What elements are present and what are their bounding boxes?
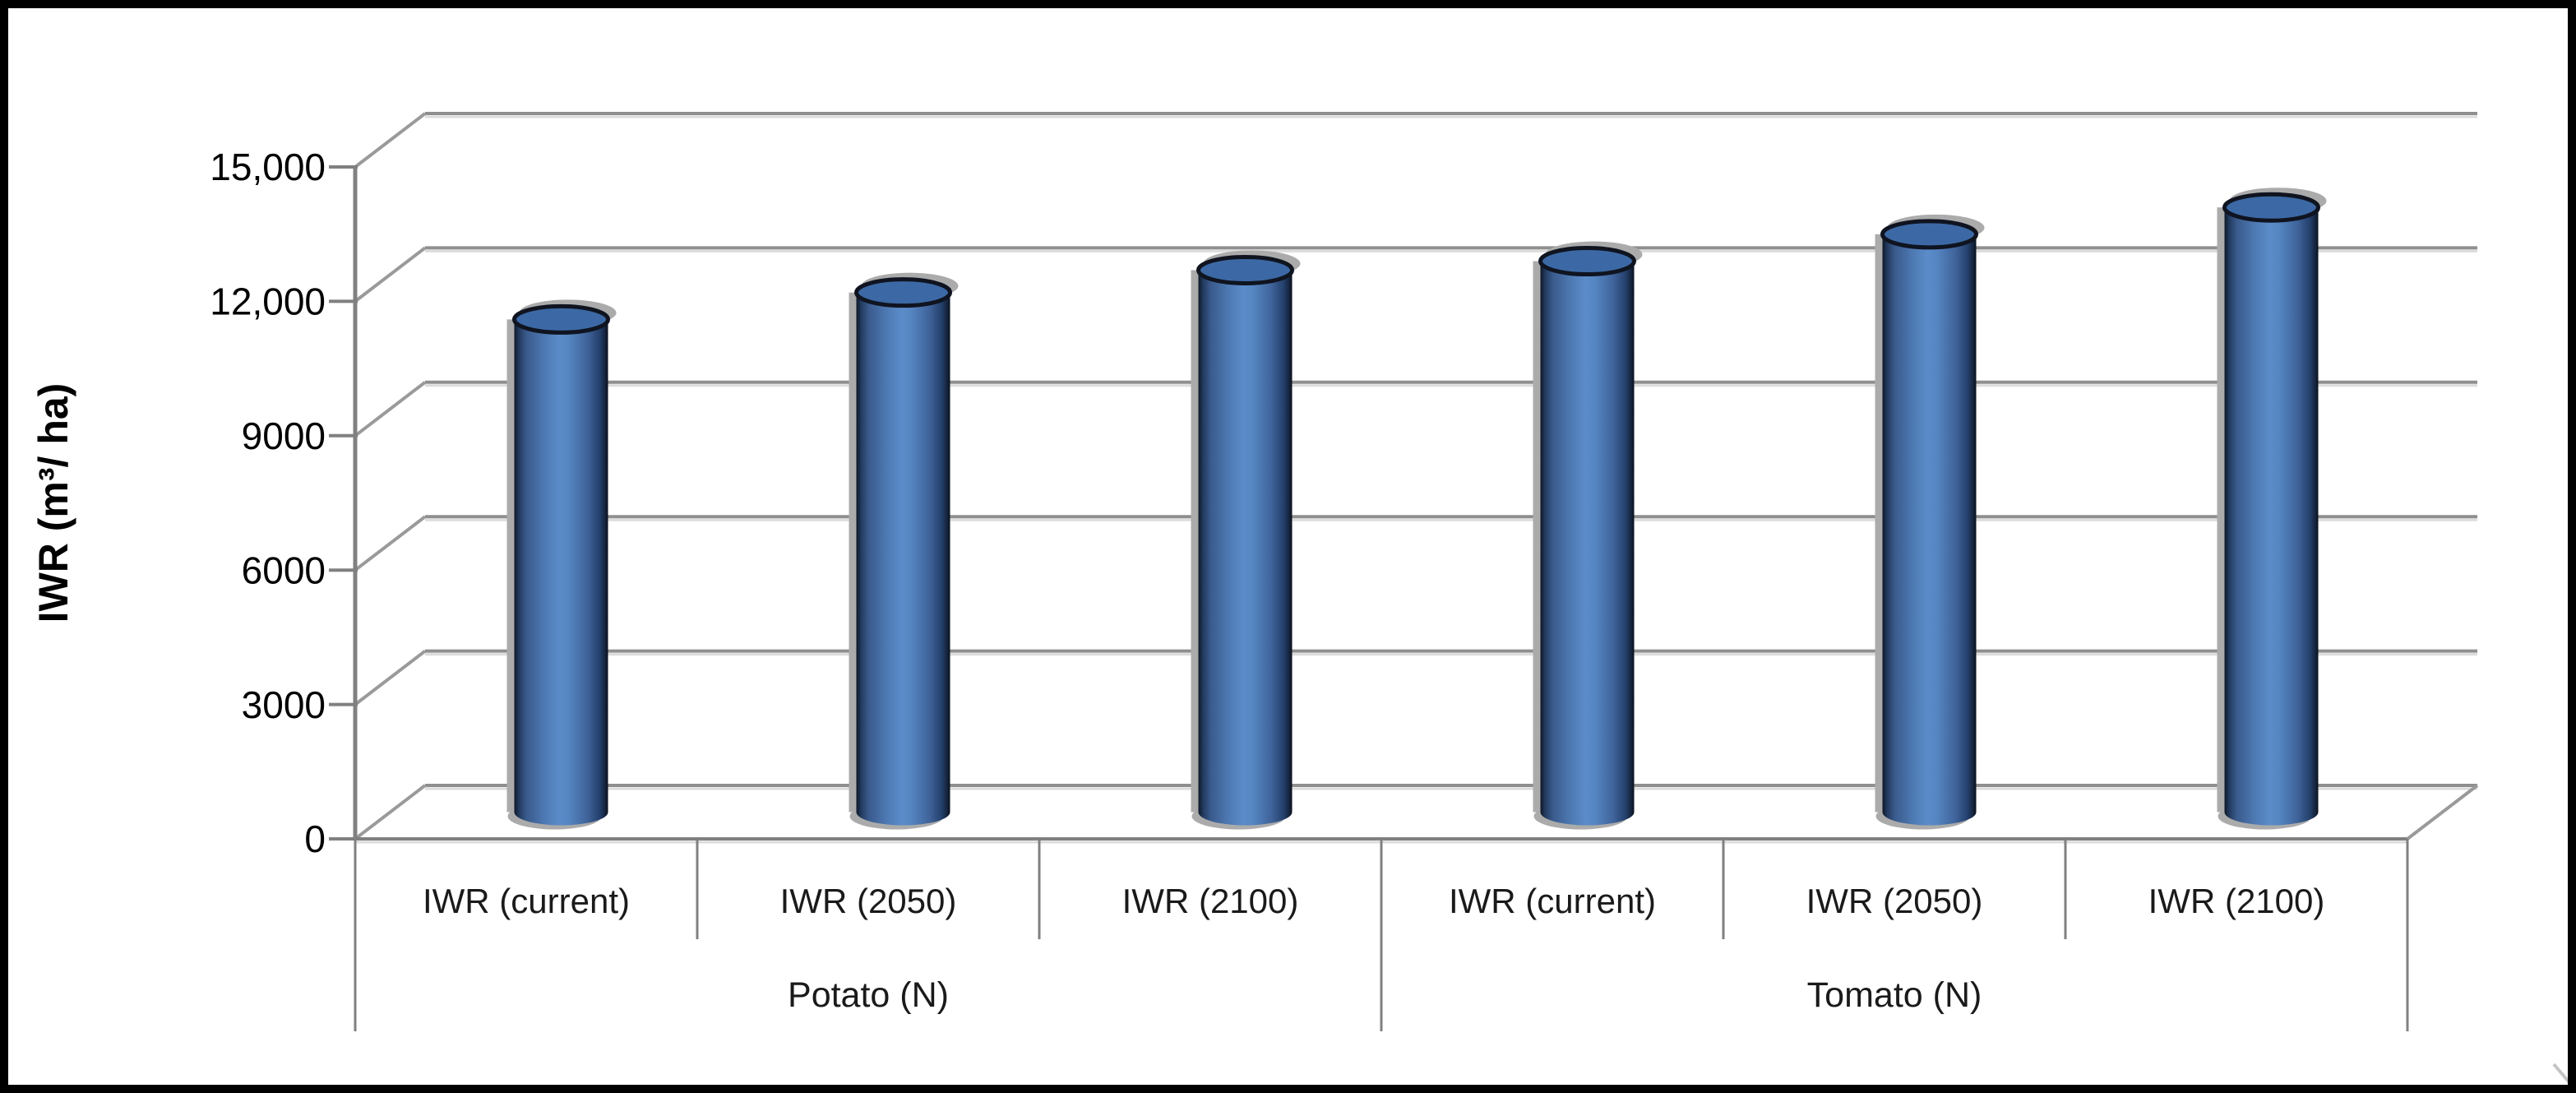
back-wall-gridlines xyxy=(354,112,2477,841)
bar-top-cap xyxy=(1880,219,1978,250)
bar-top-cap xyxy=(1196,254,1294,285)
category-axis: IWR (current) IWR (2050) IWR (2100) IWR (cu… xyxy=(354,839,2409,1031)
bar-body xyxy=(2224,207,2319,826)
category-label: IWR (2050) xyxy=(780,882,957,920)
bar-cylinder xyxy=(1533,241,1643,830)
y-tick-label: 6000 xyxy=(242,549,326,591)
bar-body xyxy=(1198,270,1293,826)
bar-cylinder xyxy=(506,299,617,830)
category-label: IWR (current) xyxy=(423,882,630,920)
bar-cylinder xyxy=(1191,250,1301,830)
bars xyxy=(506,188,2327,830)
y-tick-label: 9000 xyxy=(242,415,326,457)
bar-body xyxy=(1540,261,1635,826)
bar-cylinder xyxy=(849,272,959,830)
bar-top-cap xyxy=(2222,192,2320,223)
bar-top-cap xyxy=(1538,246,1636,277)
y-tick-label: 0 xyxy=(304,817,326,860)
bar-cylinder xyxy=(2217,188,2327,830)
group-label: Tomato (N) xyxy=(1807,975,1982,1015)
y-axis-labels: 0 3000 6000 9000 12,000 15,000 xyxy=(210,146,326,860)
depth-connector xyxy=(354,784,427,841)
category-label: IWR (2100) xyxy=(1122,882,1299,920)
depth-connector xyxy=(354,246,427,303)
depth-connector xyxy=(354,650,427,706)
floor-right-edge xyxy=(2406,784,2479,841)
group-label: Potato (N) xyxy=(788,975,949,1015)
bar-top-cap xyxy=(854,277,952,308)
decorations xyxy=(2552,1063,2568,1084)
depth-connector xyxy=(354,515,427,572)
bar-cylinder xyxy=(1875,214,1985,830)
category-label: IWR (2050) xyxy=(1806,882,1983,920)
bar-body xyxy=(1882,234,1977,826)
depth-connector xyxy=(354,112,427,169)
bar-body xyxy=(856,292,950,826)
axis-lines xyxy=(329,165,2479,844)
y-tick-label: 3000 xyxy=(242,683,326,726)
y-axis-title-group: IWR (m³/ ha) xyxy=(30,383,76,623)
bar-top-cap xyxy=(512,303,610,335)
y-axis-title: IWR (m³/ ha) xyxy=(30,383,76,623)
depth-connector xyxy=(354,381,427,438)
corner-mark xyxy=(2552,1063,2568,1084)
category-label: IWR (2100) xyxy=(2148,882,2325,920)
category-label: IWR (current) xyxy=(1449,882,1656,920)
y-tick-label: 12,000 xyxy=(210,280,326,323)
bar-body xyxy=(514,319,608,826)
y-tick-label: 15,000 xyxy=(210,146,326,188)
